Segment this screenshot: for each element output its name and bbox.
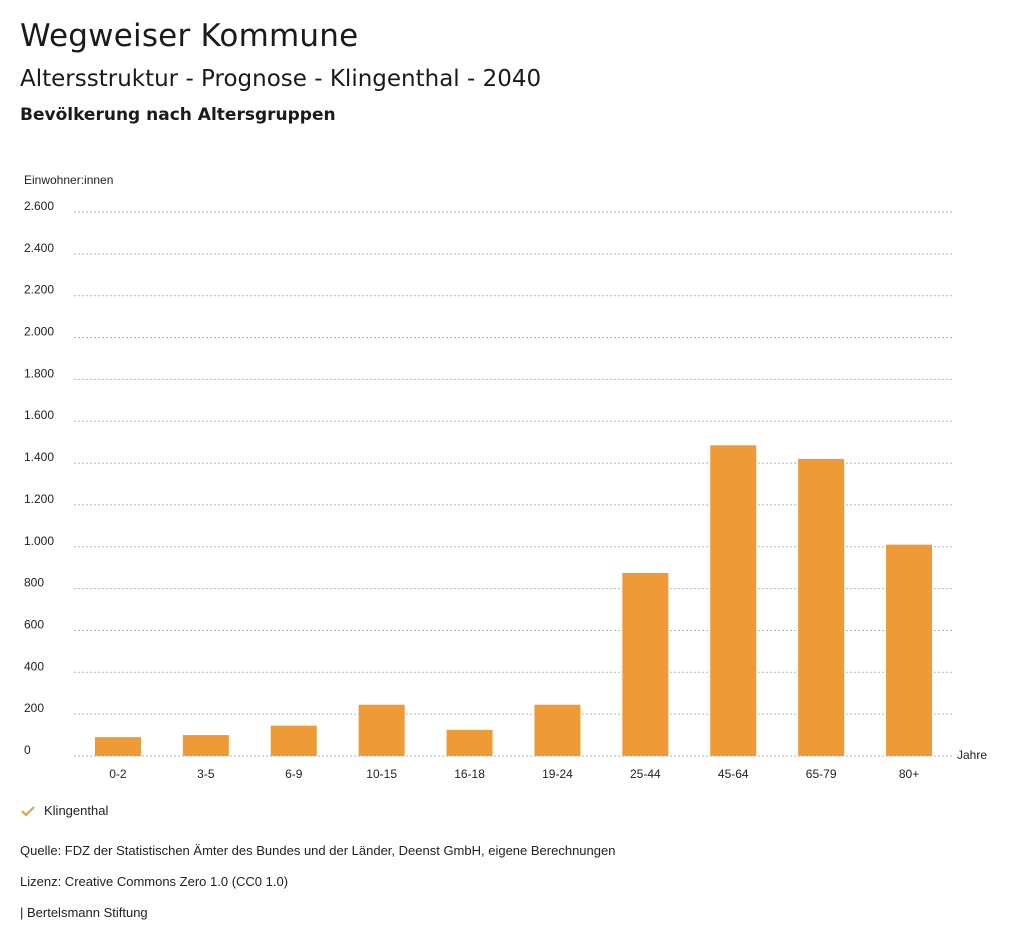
x-tick-label: 80+ [899,767,919,781]
bar-10-15[interactable] [358,704,405,756]
bar-65-79[interactable] [798,458,845,756]
x-tick-label: 10-15 [366,767,397,781]
x-tick-label: 3-5 [197,767,215,781]
bar-0-2[interactable] [94,737,141,756]
brand-note: | Bertelsmann Stiftung [20,905,148,920]
page-title: Wegweiser Kommune [20,18,359,54]
bar-16-18[interactable] [446,729,493,756]
y-tick-label: 0 [24,743,31,757]
section-heading: Bevölkerung nach Altersgruppen [20,105,336,125]
bar-3-5[interactable] [182,735,229,756]
y-tick-label: 2.600 [24,199,54,213]
bar-45-64[interactable] [710,445,757,756]
x-tick-label: 0-2 [109,767,127,781]
bar-80+[interactable] [886,544,933,756]
x-tick-label: 65-79 [806,767,837,781]
y-tick-label: 1.200 [24,492,54,506]
x-axis-label: Jahre [957,748,987,762]
license-note: Lizenz: Creative Commons Zero 1.0 (CC0 1… [20,874,289,889]
bar-25-44[interactable] [622,572,669,756]
y-tick-label: 1.400 [24,450,54,464]
x-tick-label: 45-64 [718,767,749,781]
legend[interactable]: Klingenthal [20,803,108,818]
x-tick-label: 6-9 [285,767,303,781]
x-tick-label: 25-44 [630,767,661,781]
y-axis-label: Einwohner:innen [24,173,113,187]
bar-chart: Einwohner:innen Jahre 0 200 400 600 800 1.000… [24,173,987,781]
y-axis-ticks: 0 200 400 600 800 1.000 1.200 1.400 1.600 1.800 2.… [24,199,54,757]
y-tick-label: 400 [24,659,44,673]
x-tick-label: 19-24 [542,767,573,781]
x-tick-label: 16-18 [454,767,485,781]
y-tick-label: 200 [24,701,44,715]
y-tick-label: 800 [24,576,44,590]
y-tick-label: 1.600 [24,408,54,422]
bar-19-24[interactable] [534,704,581,756]
x-axis-ticks: 0-2 3-5 6-9 10-15 16-18 19-24 25-44 45-64 65-79 8… [109,767,919,781]
y-tick-label: 1.800 [24,366,54,380]
y-tick-label: 1.000 [24,534,54,548]
y-tick-label: 2.000 [24,325,54,339]
bar-6-9[interactable] [270,725,317,756]
bars [94,445,933,756]
source-note: Quelle: FDZ der Statistischen Ämter des … [20,843,616,858]
y-tick-label: 600 [24,617,44,631]
chart-subtitle: Altersstruktur - Prognose - Klingenthal … [20,66,542,92]
legend-label: Klingenthal [44,803,109,818]
checkmark-icon [20,804,36,818]
y-tick-label: 2.400 [24,241,54,255]
y-tick-label: 2.200 [24,283,54,297]
